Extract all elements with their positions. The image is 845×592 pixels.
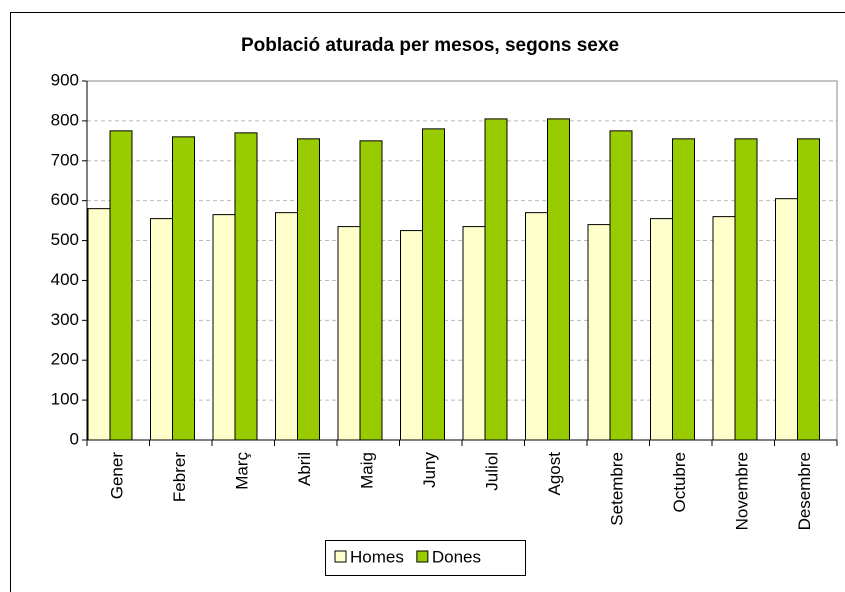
x-tick-label: Novembre	[733, 452, 752, 530]
bar	[609, 130, 633, 441]
legend-swatch	[416, 550, 429, 563]
bar	[297, 138, 320, 441]
y-tick-label: 500	[51, 230, 79, 249]
bar	[172, 136, 195, 441]
bar	[212, 214, 236, 441]
y-tick-label: 400	[51, 270, 79, 289]
bar	[525, 212, 548, 441]
x-tick-label: Març	[233, 452, 252, 490]
x-tick-label: Agost	[545, 452, 564, 496]
y-tick-label: 800	[51, 110, 79, 129]
bar	[547, 118, 570, 441]
legend-swatch	[334, 550, 347, 563]
bar	[400, 230, 423, 441]
bar	[797, 138, 820, 441]
bar	[150, 218, 173, 441]
x-tick-label: Octubre	[670, 452, 689, 512]
bar	[587, 224, 611, 441]
x-tick-label: Gener	[108, 452, 127, 500]
x-tick-label: Juny	[420, 452, 439, 488]
bar	[109, 130, 133, 441]
x-tick-label: Maig	[358, 452, 377, 489]
bar	[359, 140, 383, 441]
y-tick-label: 900	[51, 70, 79, 89]
x-tick-label: Desembre	[795, 452, 814, 530]
y-tick-label: 200	[51, 350, 79, 369]
x-tick-label: Abril	[295, 452, 314, 486]
bar	[462, 226, 486, 441]
x-tick-label: Febrer	[170, 452, 189, 502]
x-tick-label: Juliol	[483, 452, 502, 491]
legend-label: Dones	[432, 547, 481, 566]
y-tick-label: 100	[51, 390, 79, 409]
y-tick-label: 700	[51, 150, 79, 169]
bar	[775, 198, 798, 441]
bar	[422, 128, 445, 441]
bar	[87, 208, 111, 441]
x-tick-label: Setembre	[608, 452, 627, 526]
chart-title: Població aturada per mesos, segons sexe	[241, 35, 619, 56]
y-tick-label: 300	[51, 310, 79, 329]
bar	[484, 118, 508, 441]
bar	[275, 212, 298, 441]
bar	[672, 138, 695, 441]
bar	[234, 132, 258, 441]
bar	[337, 226, 361, 441]
y-tick-label: 600	[51, 190, 79, 209]
bar	[712, 216, 736, 441]
legend-label: Homes	[350, 547, 404, 566]
bar	[650, 218, 673, 441]
y-tick-label: 0	[70, 429, 79, 448]
bar	[734, 138, 758, 441]
